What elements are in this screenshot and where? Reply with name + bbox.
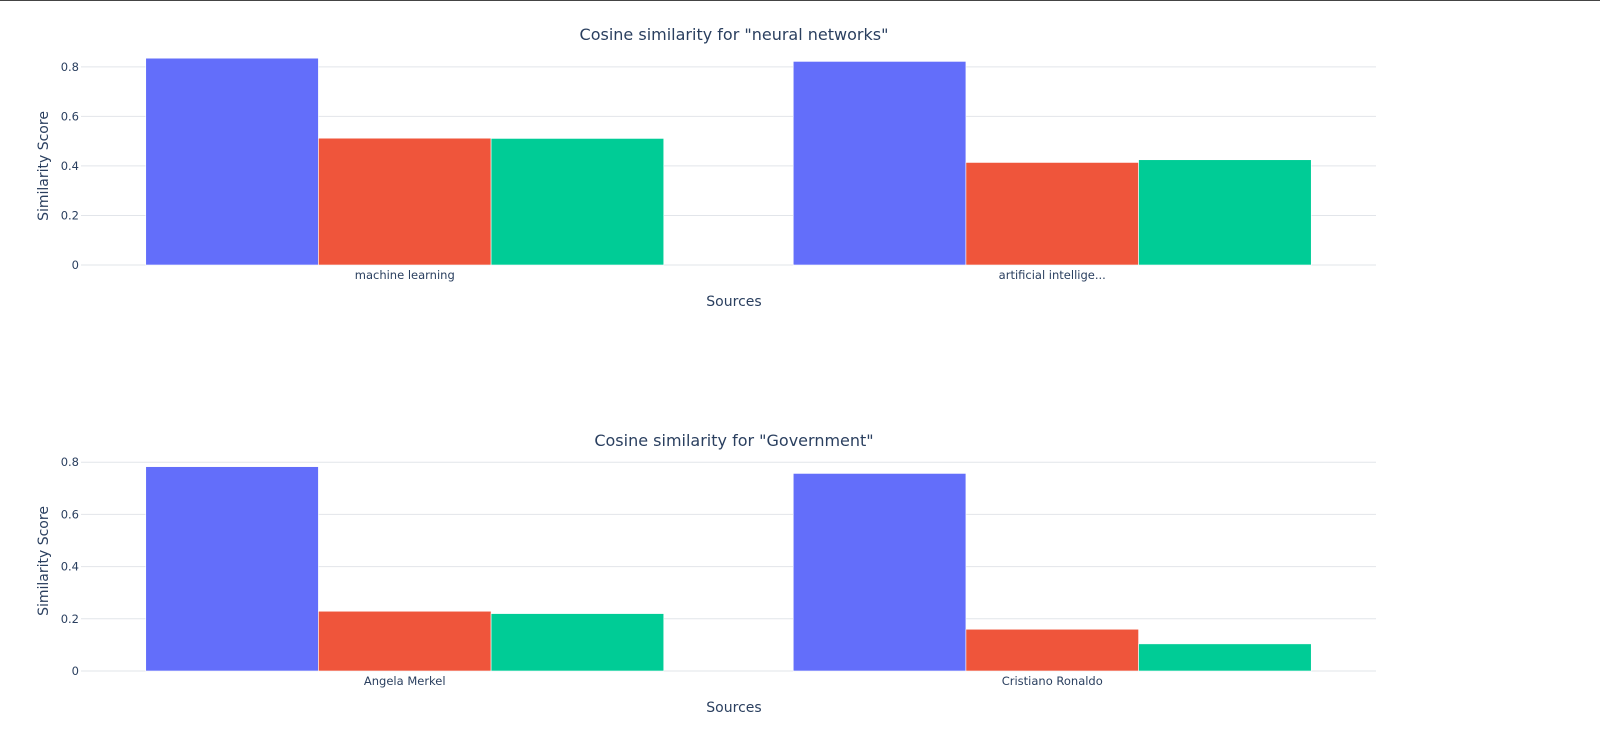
x-tick-label: machine learning [355,268,455,282]
bar[interactable] [792,473,967,672]
chart-title: Cosine similarity for "Government" [594,431,873,450]
x-tick-label: Cristiano Ronaldo [1002,674,1103,688]
tick-labels: 0 0.2 0.4 0.6 0.8 Angela Merkel Cristiano Rona… [61,455,1103,688]
bar[interactable] [318,610,492,672]
y-axis-title: Similarity Score [36,506,52,616]
y-tick-label: 0.4 [61,159,79,173]
x-tick-label: Angela Merkel [364,674,446,688]
y-tick-label: 0.2 [61,208,79,222]
chart-government: 0 0.2 0.4 0.6 0.8 Angela Merkel Cristiano Rona… [36,431,1376,716]
bar[interactable] [1138,643,1312,672]
bars [145,57,1312,266]
y-tick-label: 0.8 [61,60,79,74]
bars [145,466,1312,672]
x-axis-title: Sources [706,700,761,716]
x-tick-label: artificial intellige... [999,268,1106,282]
x-axis-title: Sources [706,294,761,310]
y-tick-label: 0 [72,258,79,272]
bar[interactable] [1138,159,1312,266]
bar[interactable] [965,162,1139,266]
top-border-line [0,0,1600,1]
y-tick-label: 0.4 [61,560,79,574]
bar[interactable] [792,61,967,266]
chart-neural-networks: 0 0.2 0.4 0.6 0.8 machine learning artificial … [36,25,1376,310]
chart-title: Cosine similarity for "neural networks" [580,25,889,44]
bar[interactable] [490,613,665,672]
y-tick-label: 0.6 [61,109,79,123]
y-tick-label: 0.2 [61,612,79,626]
bar[interactable] [318,137,492,266]
y-tick-label: 0 [72,664,79,678]
tick-labels: 0 0.2 0.4 0.6 0.8 machine learning artificial … [61,60,1106,282]
y-axis-title: Similarity Score [36,111,52,221]
bar[interactable] [145,57,319,266]
bar[interactable] [490,138,665,266]
bar[interactable] [965,628,1139,672]
y-tick-label: 0.8 [61,455,79,469]
y-tick-label: 0.6 [61,507,79,521]
bar[interactable] [145,466,319,672]
